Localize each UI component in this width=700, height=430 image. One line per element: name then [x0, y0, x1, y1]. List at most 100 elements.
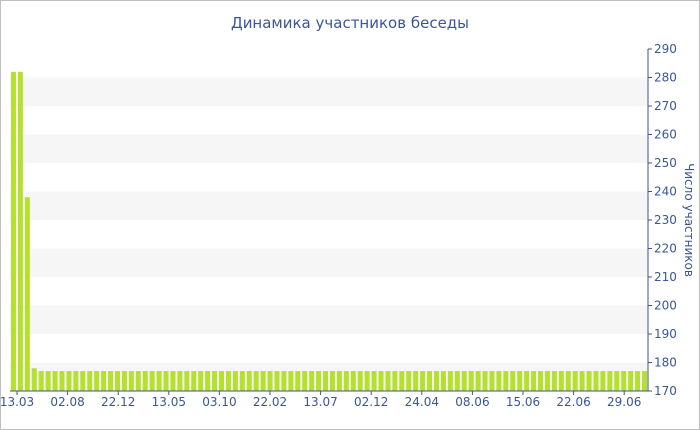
bar	[447, 371, 453, 391]
bar	[73, 371, 79, 391]
bar	[642, 371, 648, 391]
bar	[600, 371, 606, 391]
bar	[142, 371, 148, 391]
y-tick-label: 220	[654, 242, 677, 256]
bar	[239, 371, 245, 391]
bar	[281, 371, 287, 391]
bar	[163, 371, 169, 391]
x-tick-label: 22.02	[253, 395, 287, 409]
bar	[517, 371, 523, 391]
bar	[475, 371, 481, 391]
y-tick-label: 270	[654, 99, 677, 113]
bar	[524, 371, 530, 391]
bar	[59, 371, 65, 391]
bar	[565, 371, 571, 391]
bar	[496, 371, 502, 391]
bar	[385, 371, 391, 391]
bar	[572, 371, 578, 391]
y-tick-label: 210	[654, 270, 677, 284]
bar	[10, 71, 16, 392]
bar	[551, 371, 557, 391]
bar	[108, 371, 114, 391]
bar	[260, 371, 266, 391]
y-tick-label: 170	[654, 384, 677, 398]
bar	[66, 371, 72, 391]
bar	[94, 371, 100, 391]
bar	[586, 371, 592, 391]
bar	[31, 368, 37, 391]
x-tick-label: 15.06	[506, 395, 540, 409]
bar	[156, 371, 162, 391]
bar	[440, 371, 446, 391]
bar	[24, 197, 30, 391]
bar	[45, 371, 51, 391]
bar	[38, 371, 44, 391]
bar	[101, 371, 107, 391]
x-tick-label: 22.12	[101, 395, 135, 409]
bar	[52, 371, 58, 391]
x-tick-label: 03.10	[202, 395, 236, 409]
x-tick-label: 08.06	[455, 395, 489, 409]
bar	[336, 371, 342, 391]
x-tick-label: 13.07	[303, 395, 337, 409]
bar	[364, 371, 370, 391]
x-tick-label: 02.08	[50, 395, 84, 409]
bar	[503, 371, 509, 391]
bar	[288, 371, 294, 391]
y-tick-label: 260	[654, 128, 677, 142]
bar	[357, 371, 363, 391]
bar	[406, 371, 412, 391]
bar	[149, 371, 155, 391]
bar	[212, 371, 218, 391]
bar	[184, 371, 190, 391]
bar	[392, 371, 398, 391]
bar	[246, 371, 252, 391]
x-ticks: 13.03 02.08 22.12 13.05 03.10 22.02 13.07 02.12…	[0, 391, 641, 409]
bar	[295, 371, 301, 391]
bar	[433, 371, 439, 391]
y-tick-label: 250	[654, 156, 677, 170]
bar	[191, 371, 197, 391]
bar	[329, 371, 335, 391]
bar	[489, 371, 495, 391]
x-tick-label: 24.04	[405, 395, 439, 409]
bar	[454, 371, 460, 391]
y-axis-label: Число участников	[682, 163, 696, 277]
bar	[114, 371, 120, 391]
bar	[350, 371, 356, 391]
bar	[135, 371, 141, 391]
grid-band	[10, 191, 648, 220]
bar	[579, 371, 585, 391]
bar	[205, 371, 211, 391]
bar	[531, 371, 537, 391]
y-tick-label: 290	[654, 42, 677, 56]
bar	[17, 71, 23, 392]
bar	[128, 371, 134, 391]
bar	[538, 371, 544, 391]
bar	[628, 371, 634, 391]
bar	[378, 371, 384, 391]
grid-band	[10, 77, 648, 106]
bar	[621, 371, 627, 391]
bar	[461, 371, 467, 391]
bar	[413, 371, 419, 391]
bar	[343, 371, 349, 391]
bar	[635, 371, 641, 391]
bar	[399, 371, 405, 391]
bar	[316, 371, 322, 391]
bar	[482, 371, 488, 391]
bar	[253, 371, 259, 391]
grid-bands	[10, 77, 648, 391]
y-tick-label: 190	[654, 327, 677, 341]
bar	[302, 371, 308, 391]
bar	[420, 371, 426, 391]
bar	[544, 371, 550, 391]
bar	[558, 371, 564, 391]
bar	[198, 371, 204, 391]
x-tick-label: 02.12	[354, 395, 388, 409]
bar	[510, 371, 516, 391]
bar	[371, 371, 377, 391]
bar	[170, 371, 176, 391]
chart-title: Динамика участников беседы	[231, 14, 469, 32]
